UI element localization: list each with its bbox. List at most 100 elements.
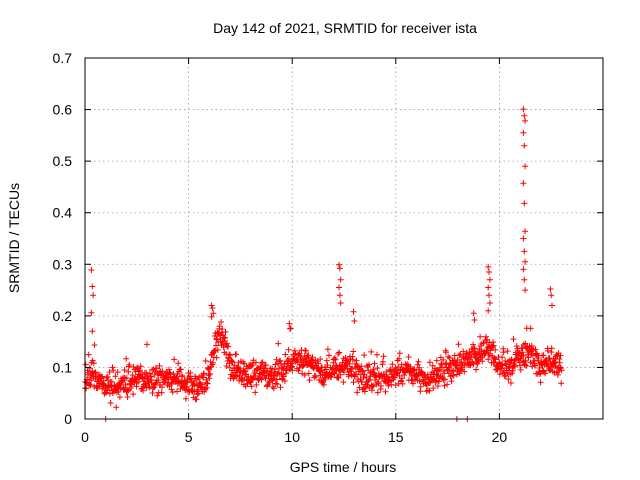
data-point — [296, 364, 303, 371]
data-point — [520, 106, 527, 113]
data-point — [542, 370, 549, 377]
data-point — [277, 384, 284, 391]
data-point — [457, 351, 464, 358]
data-point — [225, 343, 232, 350]
y-tick-label: 0.3 — [53, 256, 73, 272]
data-point — [370, 366, 377, 373]
axis-ticks — [84, 57, 603, 420]
data-point — [222, 328, 229, 335]
data-point — [277, 357, 284, 364]
data-point — [272, 380, 279, 387]
data-point — [198, 384, 205, 391]
data-point — [350, 308, 357, 315]
data-point — [396, 355, 402, 362]
data-point — [491, 355, 498, 362]
data-point — [448, 378, 455, 385]
data-point — [281, 378, 288, 384]
data-point — [519, 349, 526, 356]
data-point — [485, 356, 492, 363]
data-point — [527, 325, 534, 332]
data-point — [88, 309, 95, 316]
data-point — [299, 370, 306, 377]
data-point — [445, 364, 452, 371]
data-point — [114, 369, 121, 376]
data-point — [324, 346, 331, 353]
data-point — [289, 367, 296, 374]
data-point — [332, 356, 339, 363]
data-point — [336, 265, 343, 272]
data-point — [137, 367, 143, 374]
data-point — [233, 351, 240, 358]
data-point — [210, 310, 217, 317]
data-point — [112, 373, 119, 380]
data-point — [521, 276, 528, 283]
data-point — [323, 357, 330, 364]
data-point — [82, 361, 89, 368]
data-point — [305, 352, 312, 359]
data-point — [195, 390, 202, 397]
data-point — [446, 365, 453, 371]
data-point — [87, 382, 94, 389]
data-point — [154, 392, 161, 399]
data-point — [382, 388, 389, 395]
data-point — [126, 361, 133, 368]
data-point — [185, 386, 192, 393]
data-point — [490, 342, 497, 349]
data-point — [253, 359, 259, 366]
data-point — [540, 352, 547, 359]
data-point — [89, 357, 96, 364]
data-point — [343, 357, 350, 364]
data-point — [443, 349, 449, 356]
data-point — [121, 367, 128, 374]
data-point — [358, 363, 365, 370]
data-point — [291, 347, 298, 354]
data-point — [279, 365, 286, 372]
data-point — [366, 361, 372, 368]
data-point — [517, 366, 524, 373]
data-point — [490, 339, 496, 346]
data-point — [522, 340, 529, 347]
data-point — [312, 373, 319, 380]
data-point — [223, 363, 230, 369]
data-point — [520, 266, 527, 273]
data-point — [218, 319, 225, 325]
data-point — [142, 382, 149, 389]
data-point — [90, 292, 97, 299]
data-point — [460, 348, 467, 355]
data-point — [275, 340, 282, 347]
data-point — [522, 258, 529, 265]
data-point — [558, 380, 565, 387]
data-point — [346, 360, 353, 367]
data-point — [159, 368, 166, 375]
data-point — [389, 361, 396, 368]
data-point — [213, 354, 220, 361]
data-point — [89, 328, 96, 335]
data-point — [341, 369, 347, 376]
data-points — [82, 106, 565, 422]
data-point — [470, 341, 477, 348]
data-point — [349, 356, 356, 363]
data-point — [349, 365, 356, 372]
data-point — [479, 358, 486, 365]
data-point — [483, 333, 489, 340]
data-point — [523, 344, 529, 351]
data-point — [270, 375, 277, 382]
data-point — [453, 362, 460, 369]
data-point — [433, 357, 440, 364]
data-point — [182, 395, 189, 402]
data-point — [317, 356, 324, 363]
data-point — [340, 379, 347, 385]
data-point — [286, 355, 292, 362]
data-point — [152, 380, 159, 387]
data-point — [521, 248, 528, 255]
data-point — [451, 357, 458, 364]
data-point — [155, 377, 162, 384]
data-point — [547, 286, 554, 292]
data-point — [326, 352, 332, 359]
data-point — [88, 267, 95, 273]
y-tick-label: 0.6 — [53, 102, 73, 118]
data-point — [537, 379, 544, 386]
x-tick-label: 20 — [492, 429, 508, 445]
y-tick-label: 0.2 — [53, 308, 73, 324]
